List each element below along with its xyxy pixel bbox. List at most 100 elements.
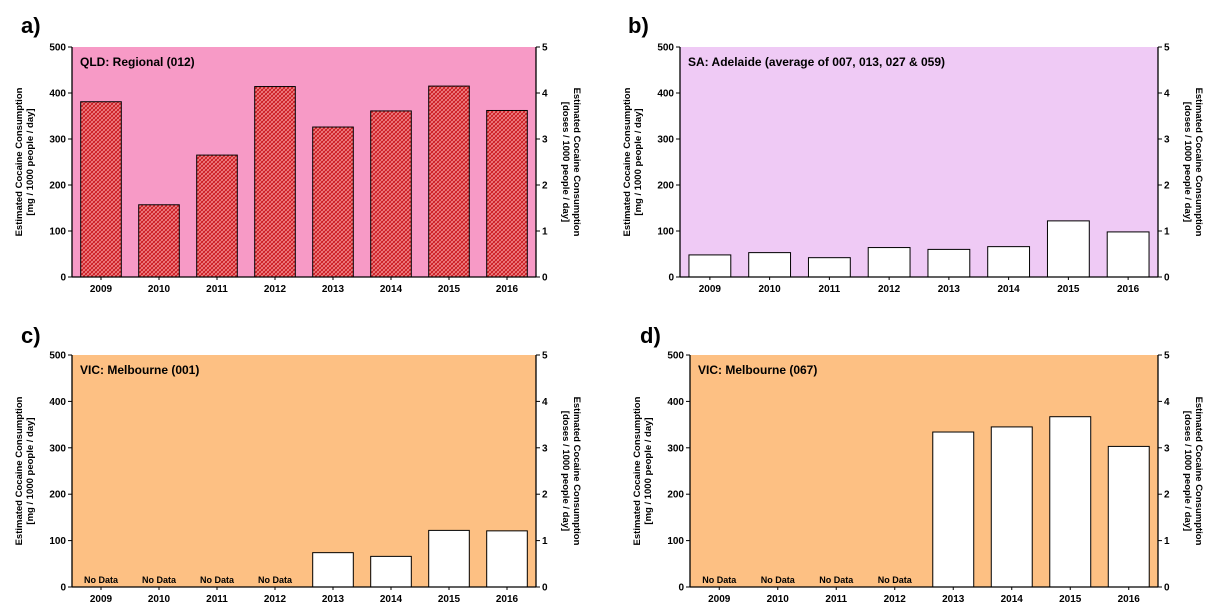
bar-2011 <box>196 154 238 278</box>
x-tick-label: 2016 <box>1117 284 1140 295</box>
y-tick-label: 500 <box>49 43 66 54</box>
x-tick-label: 2010 <box>148 594 171 603</box>
x-tick-label: 2009 <box>90 284 113 295</box>
bar-2009 <box>688 254 732 278</box>
y-tick-label: 300 <box>49 443 66 454</box>
y-right-tick-label: 5 <box>542 43 548 54</box>
chart-panel-4: d) No Data No Data No Data No Data 0 100 200 300… <box>632 323 1204 603</box>
panel-label: b) <box>628 13 649 38</box>
bar-2014 <box>370 110 412 278</box>
bar-2016 <box>1106 231 1150 278</box>
y-tick-label: 0 <box>60 273 66 284</box>
bar-2013 <box>312 126 354 278</box>
x-tick-label: 2010 <box>767 594 790 603</box>
y-tick-label: 200 <box>667 490 684 501</box>
no-data-label: No Data <box>200 575 235 585</box>
chart-title: QLD: Regional (012) <box>80 55 195 69</box>
chart-title: SA: Adelaide (average of 007, 013, 027 &… <box>688 55 945 69</box>
y-tick-label: 500 <box>49 351 66 362</box>
x-tick-label: 2010 <box>759 284 782 295</box>
y-right-tick-label: 1 <box>542 227 548 238</box>
chart-panel-1: a) 0 100 200 300 400 500 0 1 2 3 4 5 2009 2010 2011 2012… <box>14 13 582 295</box>
y-right-tick-label: 1 <box>542 536 548 547</box>
y-right-tick-label: 5 <box>1164 351 1170 362</box>
y-right-tick-label: 3 <box>1164 443 1170 454</box>
y-right-tick-label: 4 <box>542 89 548 100</box>
bar-2015 <box>1046 220 1090 278</box>
panel-label: c) <box>21 323 41 348</box>
y-tick-label: 300 <box>657 135 674 146</box>
bar-2015 <box>428 529 470 588</box>
y-right-tick-label: 5 <box>1164 43 1170 54</box>
x-tick-label: 2016 <box>496 284 519 295</box>
bar-2012 <box>254 86 296 278</box>
y-tick-label: 0 <box>668 273 674 284</box>
y-right-tick-label: 3 <box>542 443 548 454</box>
x-tick-label: 2014 <box>998 284 1021 295</box>
chart-panel-2: b) 0 100 200 300 400 500 0 1 2 3 4 5 2009 2010 2011 2012… <box>622 13 1204 295</box>
y-axis-right-label: Estimated Cocaine Consumption[doses / 10… <box>1182 397 1204 546</box>
y-axis-label: Estimated Cocaine Consumption[mg / 1000 … <box>622 87 644 236</box>
y-axis-right-label: Estimated Cocaine Consumption[doses / 10… <box>560 397 582 546</box>
x-tick-label: 2013 <box>322 284 345 295</box>
x-tick-label: 2016 <box>496 594 519 603</box>
y-axis-right-label: Estimated Cocaine Consumption[doses / 10… <box>1182 88 1204 237</box>
y-right-tick-label: 3 <box>1164 135 1170 146</box>
y-right-tick-label: 4 <box>542 397 548 408</box>
y-tick-label: 0 <box>60 583 66 594</box>
x-tick-label: 2009 <box>90 594 113 603</box>
y-right-tick-label: 0 <box>542 273 548 284</box>
y-right-tick-label: 4 <box>1164 397 1170 408</box>
y-tick-label: 300 <box>49 135 66 146</box>
x-tick-label: 2011 <box>819 284 841 295</box>
chart-panel-3: c) No Data No Data No Data No Data 0 100 200 300… <box>14 323 582 603</box>
bar-2016 <box>486 109 528 278</box>
bar-2009 <box>80 101 122 278</box>
x-tick-label: 2009 <box>708 594 731 603</box>
x-tick-label: 2009 <box>699 284 722 295</box>
y-tick-label: 400 <box>49 89 66 100</box>
x-tick-label: 2012 <box>264 284 287 295</box>
x-tick-label: 2013 <box>322 594 345 603</box>
bar-2015 <box>428 85 470 278</box>
bar-2014 <box>370 555 412 588</box>
x-tick-label: 2010 <box>148 284 171 295</box>
no-data-label: No Data <box>84 575 119 585</box>
no-data-label: No Data <box>702 575 737 585</box>
no-data-label: No Data <box>761 575 796 585</box>
y-axis-label: Estimated Cocaine Consumption[mg / 1000 … <box>632 396 654 545</box>
bar-2010 <box>748 252 792 278</box>
y-right-tick-label: 5 <box>542 351 548 362</box>
x-tick-label: 2015 <box>438 284 461 295</box>
y-right-tick-label: 2 <box>542 490 548 501</box>
y-right-tick-label: 3 <box>542 135 548 146</box>
y-right-tick-label: 4 <box>1164 89 1170 100</box>
x-tick-label: 2015 <box>438 594 461 603</box>
y-tick-label: 400 <box>657 89 674 100</box>
x-tick-label: 2012 <box>878 284 901 295</box>
bar-2014 <box>990 426 1033 588</box>
y-tick-label: 200 <box>49 181 66 192</box>
y-tick-label: 200 <box>49 490 66 501</box>
bar-2012 <box>867 247 911 278</box>
x-tick-label: 2011 <box>206 594 228 603</box>
y-right-tick-label: 0 <box>1164 273 1170 284</box>
x-tick-label: 2015 <box>1059 594 1082 603</box>
bar-2014 <box>987 246 1031 278</box>
no-data-label: No Data <box>258 575 293 585</box>
chart-title: VIC: Melbourne (067) <box>698 363 817 377</box>
y-right-tick-label: 2 <box>1164 490 1170 501</box>
y-tick-label: 300 <box>667 443 684 454</box>
y-right-tick-label: 0 <box>1164 583 1170 594</box>
x-tick-label: 2011 <box>206 284 228 295</box>
x-tick-label: 2013 <box>938 284 961 295</box>
bar-2011 <box>807 257 851 278</box>
y-tick-label: 200 <box>657 181 674 192</box>
y-tick-label: 400 <box>667 397 684 408</box>
y-tick-label: 100 <box>657 227 674 238</box>
y-tick-label: 100 <box>49 227 66 238</box>
y-tick-label: 100 <box>49 536 66 547</box>
bar-2013 <box>932 431 975 588</box>
bar-2013 <box>927 248 971 278</box>
